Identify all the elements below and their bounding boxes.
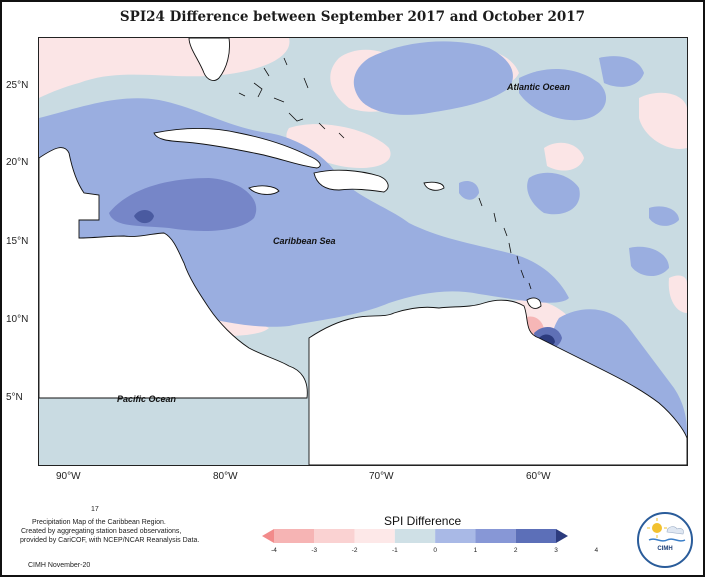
small-islands — [238, 57, 532, 290]
legend-tick-label: 3 — [554, 547, 558, 554]
lon-label-80w: 80°W — [213, 471, 238, 482]
legend-bin — [556, 529, 568, 543]
map-panel: Atlantic Ocean Caribbean Sea Pacific Oce… — [38, 37, 688, 466]
legend-tick-label: 2 — [513, 547, 518, 554]
legend-bin — [435, 529, 476, 543]
note-line-2: Created by aggregating station based obs… — [21, 528, 182, 535]
legend-tick-label: -2 — [351, 547, 358, 554]
spi-map: Atlantic Ocean Caribbean Sea Pacific Oce… — [39, 38, 687, 465]
lat-label-25n: 25°N — [6, 80, 29, 91]
note-credit: CIMH November-20 — [28, 562, 91, 569]
legend-bin — [274, 529, 315, 543]
legend-tick-label: 4 — [594, 547, 599, 554]
legend-colorbar — [262, 529, 568, 543]
weather-logo-icon — [647, 518, 686, 542]
lat-label-20n: 20°N — [6, 157, 29, 168]
lat-label-10n: 10°N — [6, 314, 29, 325]
note-number: 17 — [91, 506, 99, 513]
legend-bin — [262, 529, 274, 543]
legend-tick-label: -1 — [391, 547, 398, 554]
legend-bin — [515, 529, 556, 543]
legend-tick-label: 0 — [433, 547, 437, 554]
legend-bin — [314, 529, 355, 543]
land-masses — [39, 38, 687, 465]
legend-title: SPI Difference — [384, 514, 462, 528]
legend-bin — [475, 529, 516, 543]
legend-tick-label: 1 — [473, 547, 478, 554]
legend-tick-label: -3 — [311, 547, 318, 554]
atlantic-ocean-label: Atlantic Ocean — [506, 82, 571, 92]
legend-tick-label: -4 — [271, 547, 277, 554]
cimh-logo: CIMH — [637, 512, 693, 568]
legend-bin — [394, 529, 436, 543]
lat-label-5n: 5°N — [6, 392, 23, 403]
map-title: SPI24 Difference between September 2017 … — [119, 9, 586, 25]
lon-label-60w: 60°W — [526, 471, 551, 482]
lon-label-70w: 70°W — [369, 471, 394, 482]
legend-bin — [354, 529, 395, 543]
lon-label-90w: 90°W — [56, 471, 81, 482]
note-line-1: Precipitation Map of the Caribbean Regio… — [32, 519, 166, 526]
note-line-3: provided by CariCOF, with NCEP/NCAR Rean… — [20, 537, 200, 544]
pacific-ocean-label: Pacific Ocean — [117, 394, 177, 404]
lat-label-15n: 15°N — [6, 236, 29, 247]
caribbean-sea-label: Caribbean Sea — [273, 236, 336, 246]
logo-text: CIMH — [657, 546, 673, 552]
